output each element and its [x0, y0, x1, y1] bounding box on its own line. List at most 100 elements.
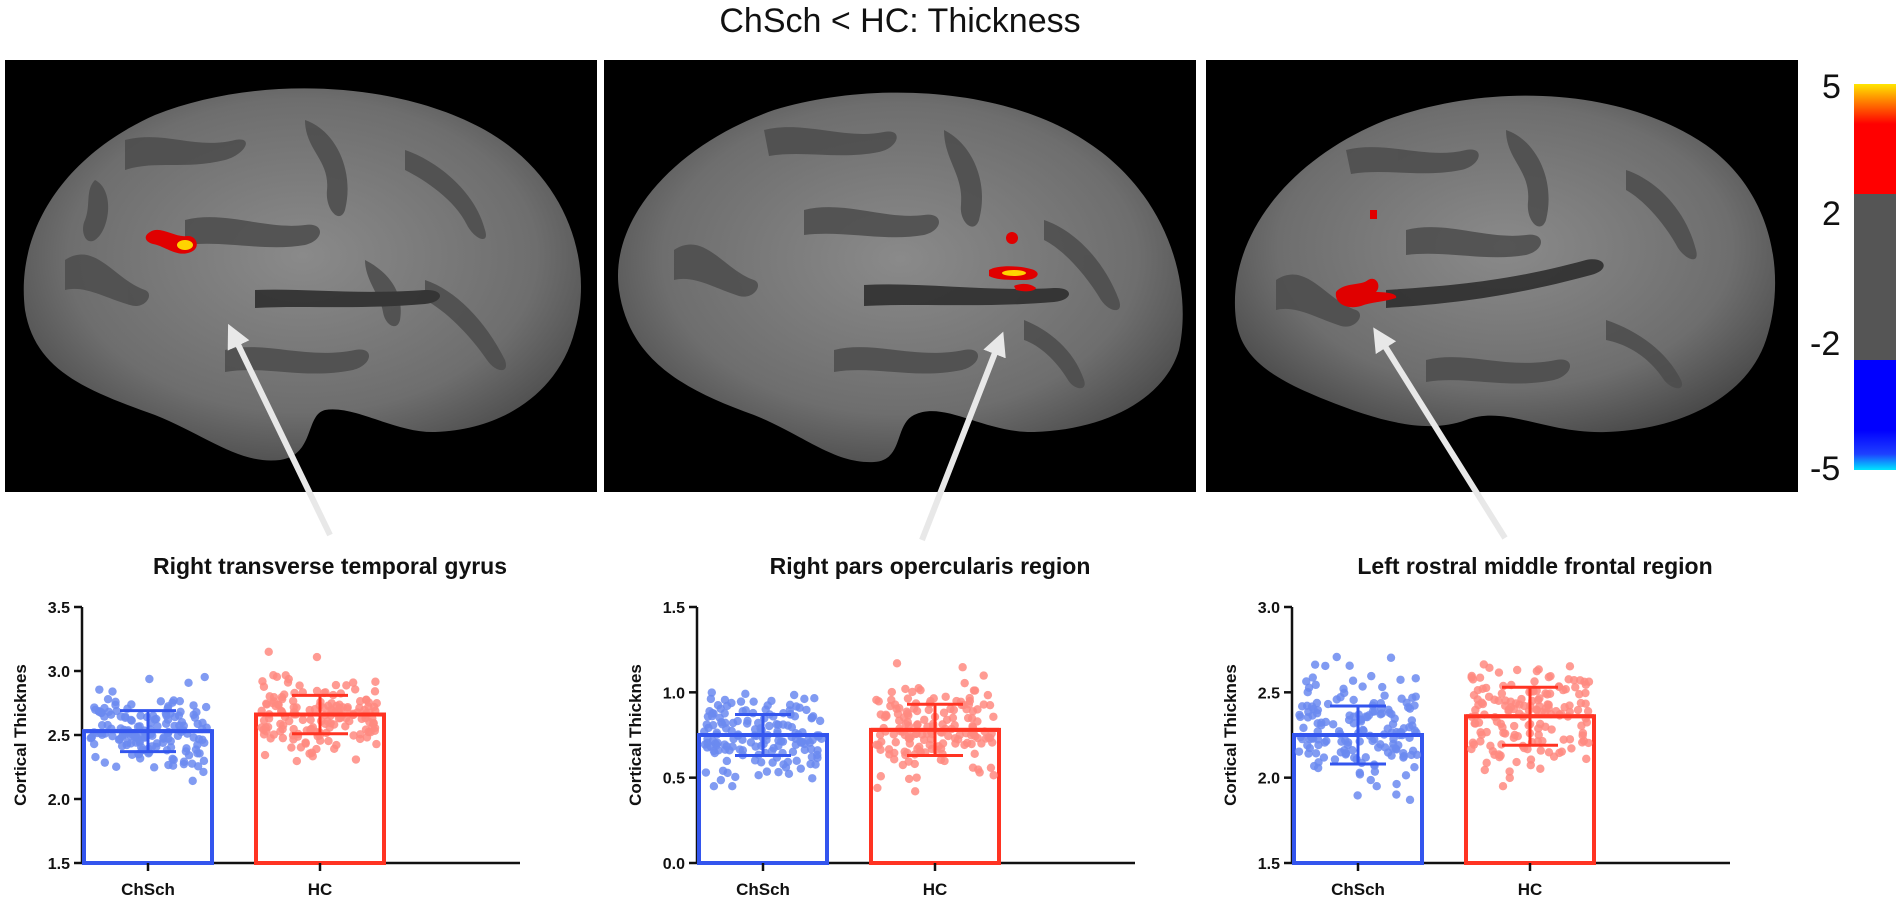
data-point	[312, 686, 322, 696]
data-point	[970, 749, 979, 758]
data-point	[350, 685, 360, 694]
data-point	[1355, 770, 1365, 779]
data-point	[1392, 790, 1401, 799]
data-point	[741, 689, 750, 699]
data-point	[147, 742, 157, 751]
data-point	[1575, 676, 1585, 685]
data-point	[811, 760, 820, 769]
data-point	[900, 747, 909, 756]
data-point	[371, 677, 380, 686]
data-point	[1534, 665, 1543, 674]
data-point	[1369, 734, 1379, 744]
y-tick-label: 3.0	[1258, 600, 1280, 617]
x-tick-label-chsch: ChSch	[1331, 880, 1385, 899]
data-point	[1535, 694, 1544, 703]
data-point	[1526, 755, 1536, 764]
data-point	[159, 734, 168, 743]
data-point	[91, 752, 100, 762]
data-point	[722, 756, 732, 766]
data-point	[193, 762, 203, 771]
data-point	[1374, 743, 1383, 752]
data-point	[925, 740, 934, 750]
data-point	[1471, 705, 1480, 715]
data-point	[718, 766, 728, 775]
data-point	[1505, 773, 1514, 783]
data-point	[351, 755, 361, 764]
data-point	[985, 700, 995, 710]
data-point	[781, 763, 791, 772]
data-point	[796, 737, 805, 746]
data-point	[1408, 693, 1417, 703]
data-point	[756, 758, 766, 767]
data-point	[1405, 704, 1415, 713]
data-point	[174, 711, 184, 720]
data-point	[802, 705, 811, 715]
data-point	[983, 690, 993, 700]
data-point	[1377, 709, 1386, 718]
data-point	[281, 671, 290, 680]
data-point	[1571, 683, 1580, 692]
data-point	[145, 674, 154, 684]
data-point	[738, 746, 748, 755]
data-point	[762, 767, 772, 776]
data-point	[362, 695, 371, 705]
data-point	[1523, 744, 1532, 754]
data-point	[1345, 661, 1354, 670]
data-point	[111, 700, 120, 710]
data-point	[722, 701, 732, 711]
data-point	[774, 767, 783, 777]
data-point	[1538, 736, 1547, 746]
data-point	[1410, 762, 1419, 772]
data-point	[728, 742, 737, 751]
data-point	[123, 738, 132, 747]
data-point	[1332, 652, 1341, 662]
data-point	[1581, 699, 1590, 708]
data-point	[1405, 723, 1414, 732]
data-point	[810, 694, 819, 703]
data-point	[262, 727, 271, 736]
x-tick-label-hc: HC	[1518, 880, 1543, 899]
data-point	[278, 721, 288, 730]
data-point	[884, 745, 894, 754]
data-point	[115, 734, 125, 744]
y-tick-label: 2.5	[48, 728, 70, 745]
data-point	[701, 768, 711, 777]
data-point	[1340, 745, 1349, 755]
y-tick-label: 3.0	[48, 664, 70, 681]
data-point	[1505, 767, 1514, 776]
data-point	[1480, 765, 1489, 775]
data-point	[1411, 674, 1420, 683]
colorbar-label-2: 2	[1822, 195, 1841, 233]
brain-surface-3	[1234, 95, 1776, 433]
data-point	[728, 782, 737, 791]
data-point	[754, 718, 763, 728]
data-point	[345, 717, 354, 726]
y-tick-label: 1.5	[1258, 856, 1280, 873]
data-point	[277, 692, 287, 702]
data-point	[939, 708, 949, 717]
brain-panel-right-transverse-temporal	[5, 60, 597, 492]
data-point	[1399, 753, 1408, 762]
data-point	[127, 700, 136, 709]
data-point	[960, 678, 969, 688]
data-point	[924, 705, 933, 715]
data-point	[1370, 767, 1380, 776]
data-point	[889, 730, 898, 739]
data-point	[768, 758, 777, 767]
y-tick-label: 1.5	[48, 856, 70, 873]
data-point	[112, 762, 121, 771]
data-point	[330, 744, 339, 754]
data-point	[1583, 707, 1593, 716]
data-point	[916, 747, 925, 756]
data-point	[289, 735, 298, 744]
data-point	[1321, 717, 1330, 727]
data-point	[1303, 713, 1313, 722]
data-point	[1341, 736, 1350, 745]
data-point	[800, 694, 809, 704]
data-point	[706, 742, 716, 751]
data-point	[1345, 711, 1354, 720]
data-point	[1482, 758, 1491, 768]
data-point	[800, 745, 810, 755]
data-point	[156, 697, 166, 706]
data-point	[268, 698, 277, 708]
